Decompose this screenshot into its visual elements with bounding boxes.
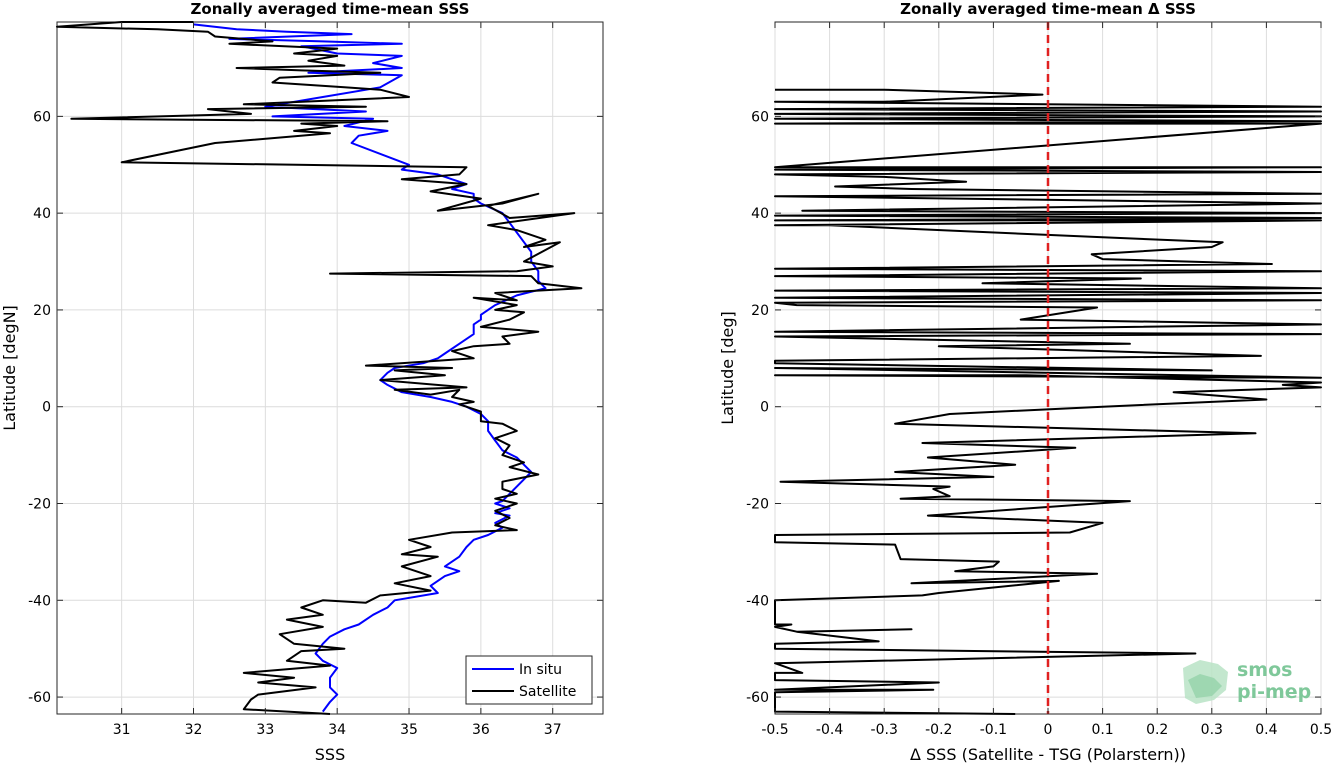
x-tick-label: 33 — [256, 722, 274, 738]
legend-label-in-situ: In situ — [519, 662, 562, 678]
y-tick-label: 0 — [760, 400, 769, 416]
x-tick-label: 36 — [472, 722, 490, 738]
x-tick-label: 0.3 — [1201, 722, 1223, 738]
delta-ticks: -0.5 -0.4 -0.3 -0.2 -0.1 0 0.1 0.2 0.3 0.4 0.5 -60 -… — [746, 22, 1332, 738]
y-tick-label: 0 — [42, 400, 51, 416]
sss-title: Zonally averaged time-mean SSS — [191, 0, 470, 18]
delta-ylabel: Latitude [deg] — [718, 311, 737, 425]
x-tick-label: 32 — [185, 722, 203, 738]
y-tick-label: -60 — [746, 690, 769, 706]
y-tick-label: -20 — [746, 496, 769, 512]
legend-box — [465, 655, 593, 705]
x-tick-label: 37 — [544, 722, 562, 738]
sss-ticks: 31 32 33 34 35 36 37 -60 -40 -20 0 20 40 60 — [28, 22, 603, 738]
x-tick-label: -0.3 — [871, 722, 898, 738]
y-tick-label: 20 — [751, 303, 769, 319]
x-tick-label: 0.4 — [1255, 722, 1277, 738]
logo-text-pi-mep: pi-mep — [1237, 681, 1311, 703]
smos-pi-mep-logo: smos pi-mep — [1183, 659, 1311, 704]
sss-xlabel: SSS — [315, 745, 345, 764]
logo-text-smos: smos — [1237, 659, 1292, 681]
sss-panel: 31 32 33 34 35 36 37 -60 -40 -20 0 20 40 60 Zonally a… — [0, 0, 604, 764]
y-tick-label: -20 — [28, 496, 51, 512]
legend-label-satellite: Satellite — [519, 684, 576, 700]
x-tick-label: -0.1 — [980, 722, 1007, 738]
x-tick-label: 34 — [328, 722, 346, 738]
x-tick-label: -0.2 — [925, 722, 952, 738]
y-tick-label: 40 — [33, 206, 51, 222]
y-tick-label: 20 — [33, 303, 51, 319]
x-tick-label: -0.4 — [816, 722, 843, 738]
x-tick-label: 0.5 — [1310, 722, 1332, 738]
delta-xlabel: Δ SSS (Satellite - TSG (Polarstern)) — [910, 745, 1186, 764]
delta-title: Zonally averaged time-mean Δ SSS — [900, 0, 1196, 18]
logo-mark-shade-icon — [1188, 674, 1222, 698]
delta-sss-panel: smos pi-mep -0.5 -0.4 -0.3 -0.2 -0.1 0 0.1 0.2 0… — [718, 0, 1332, 764]
sss-plot-area — [56, 21, 604, 715]
x-tick-label: 0.2 — [1146, 722, 1168, 738]
x-tick-label: 0 — [1044, 722, 1053, 738]
x-tick-label: 0.1 — [1091, 722, 1113, 738]
y-tick-label: 60 — [33, 109, 51, 125]
y-tick-label: 40 — [751, 206, 769, 222]
series-line-0-1 — [56, 21, 583, 715]
y-tick-label: 60 — [751, 109, 769, 125]
y-tick-label: -40 — [746, 593, 769, 609]
sss-ylabel: Latitude [degN] — [0, 305, 19, 431]
sss-legend: In situ Satellite — [465, 655, 593, 705]
series-line-1-0 — [774, 88, 1322, 715]
x-tick-label: 35 — [400, 722, 418, 738]
delta-series — [774, 88, 1322, 715]
x-tick-label: 31 — [113, 722, 131, 738]
x-tick-label: -0.5 — [761, 722, 788, 738]
sss-series — [56, 21, 583, 715]
y-tick-label: -60 — [28, 690, 51, 706]
y-tick-label: -40 — [28, 593, 51, 609]
